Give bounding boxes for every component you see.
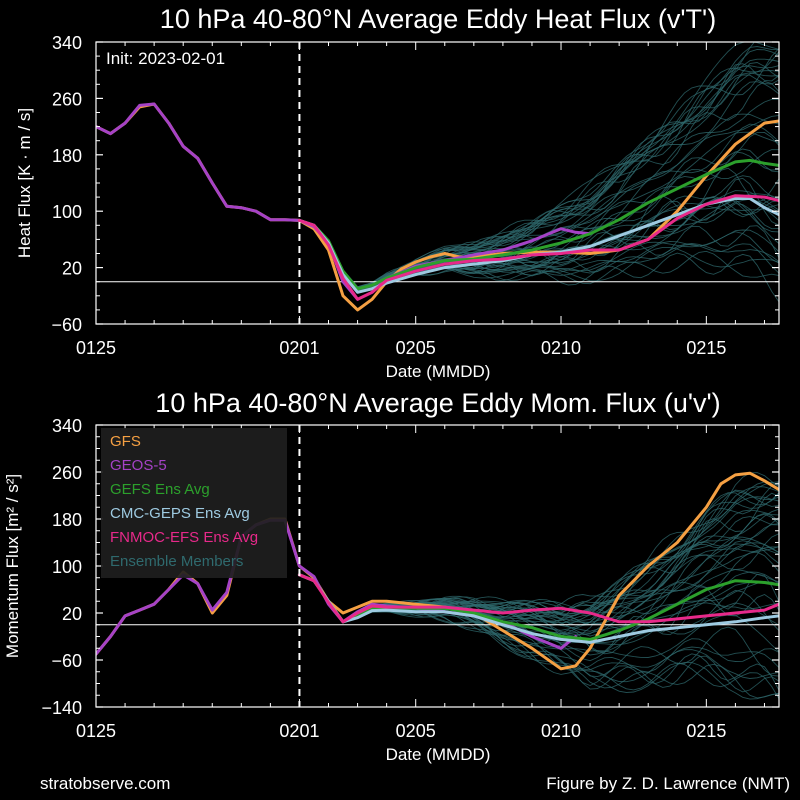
x-tick-label: 0215 <box>686 721 726 741</box>
y-axis-label: Heat Flux [K · m / s] <box>15 108 34 258</box>
init-annotation: Init: 2023-02-01 <box>106 49 225 68</box>
ensemble-member-line <box>299 574 779 700</box>
ensemble-member-line <box>299 114 779 290</box>
y-tick-label: −140 <box>41 698 82 718</box>
y-tick-label: 100 <box>52 202 82 222</box>
legend-entry: GFS <box>110 433 141 450</box>
y-tick-label: 260 <box>52 463 82 483</box>
ensemble-member-line <box>299 98 779 289</box>
plot-area <box>96 471 779 700</box>
x-tick-label: 0201 <box>279 338 319 358</box>
x-tick-label: 0210 <box>541 338 581 358</box>
legend-entry: FNMOC-EFS Ens Avg <box>110 529 258 546</box>
ensemble-member-line <box>299 197 779 289</box>
x-tick-label: 0205 <box>396 721 436 741</box>
y-tick-label: 340 <box>52 33 82 53</box>
y-tick-label: −60 <box>51 315 82 335</box>
x-tick-label: 0210 <box>541 721 581 741</box>
series-line-fnmoc-efs-ens-avg <box>297 194 779 301</box>
series-line-fnmoc-efs-ens-avg <box>297 573 779 624</box>
x-tick-label: 0125 <box>76 338 116 358</box>
x-axis-label: Date (MMDD) <box>386 362 491 381</box>
chart-title: 10 hPa 40-80°N Average Eddy Mom. Flux (u… <box>155 388 720 418</box>
chart-panel-2: −140 −60 20 100 180 260 340 0125 0201 0205 0210 021… <box>3 388 780 764</box>
chart-title: 10 hPa 40-80°N Average Eddy Heat Flux (v… <box>160 4 716 34</box>
legend-entry: GEOS-5 <box>110 457 167 474</box>
y-tick-label: 100 <box>52 557 82 577</box>
x-tick-label: 0201 <box>279 721 319 741</box>
chart-panel-1: −60 20 100 180 260 340 0125 0201 0205 0210 0215 10 … <box>15 4 780 381</box>
ensemble-member-line <box>299 70 779 289</box>
y-tick-label: 340 <box>52 416 82 436</box>
y-axis-label: Momentum Flux [m² / s²] <box>3 474 22 658</box>
legend-entry: Ensemble Members <box>110 553 243 570</box>
x-tick-label: 0205 <box>396 338 436 358</box>
legend-box <box>101 428 287 578</box>
x-tick-label: 0215 <box>686 338 726 358</box>
legend-entry: GEFS Ens Avg <box>110 481 210 498</box>
ensemble-member-line <box>299 72 779 290</box>
ensemble-member-line <box>299 63 779 290</box>
plot-area <box>96 42 779 312</box>
footer-source[interactable]: stratobserve.com <box>40 774 171 793</box>
x-axis-label: Date (MMDD) <box>386 745 491 764</box>
y-tick-label: 180 <box>52 146 82 166</box>
legend-entry: CMC-GEPS Ens Avg <box>110 505 250 522</box>
series-line-gfs <box>96 102 779 312</box>
footer-credit: Figure by Z. D. Lawrence (NMT) <box>546 774 790 793</box>
ensemble-member-line <box>299 574 779 693</box>
y-tick-label: 20 <box>62 604 82 624</box>
y-tick-label: 180 <box>52 510 82 530</box>
x-tick-label: 0125 <box>76 721 116 741</box>
y-tick-label: 260 <box>52 89 82 109</box>
legend: GFS GEOS-5 GEFS Ens Avg CMC-GEPS Ens Avg FNM… <box>101 428 287 578</box>
ensemble-member-line <box>299 574 779 699</box>
y-tick-label: 20 <box>62 259 82 279</box>
ensemble-member-line <box>299 574 779 691</box>
y-tick-label: −60 <box>51 651 82 671</box>
series-line-gefs-ens-avg <box>297 158 779 291</box>
